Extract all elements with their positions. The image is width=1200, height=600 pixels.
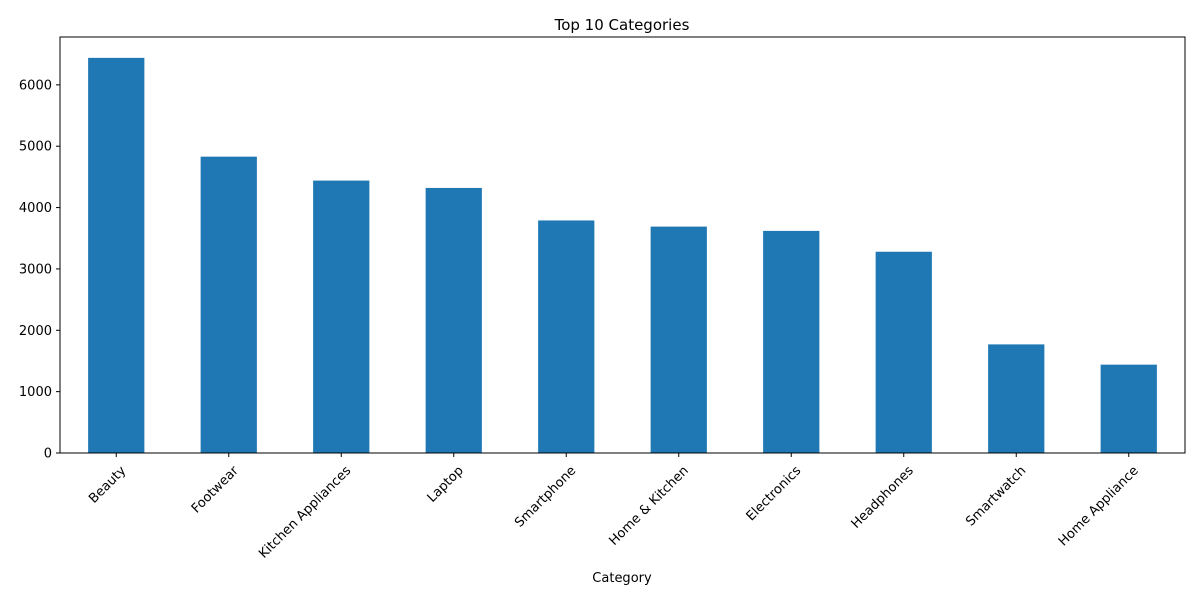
y-axis: 0 1000 2000 3000 4000 5000 6000 [19,78,60,462]
x-tick-label: Beauty [86,463,129,506]
y-tick-label: 5000 [19,140,52,155]
x-tick-label: Home & Kitchen [606,463,691,548]
bar-home-kitchen [650,226,707,453]
x-tick-label: Home Appliance [1056,463,1142,549]
bar-headphones [875,251,932,453]
x-tick-label: Laptop [425,463,467,505]
x-axis: Beauty Footwear Kitchen Appliances Laptop Sm… [86,453,1142,562]
bar-footwear [200,156,257,454]
bars-group [88,57,1157,454]
y-tick-label: 4000 [19,201,52,216]
plot-frame [59,36,1186,454]
y-tick-label: 6000 [19,78,52,93]
x-tick-label: Footwear [189,463,242,516]
y-tick-label: 1000 [19,385,52,400]
y-tick-label: 2000 [19,324,52,339]
bar-smartwatch [988,344,1045,453]
bar-kitchen-appliances [313,180,370,453]
bar-beauty [88,57,145,453]
x-tick-label: Kitchen Appliances [256,463,354,561]
bar-electronics [763,230,820,453]
x-tick-label: Smartphone [512,463,579,530]
x-tick-label: Headphones [849,463,917,531]
bar-laptop [425,187,482,453]
x-tick-label: Electronics [744,463,805,524]
chart-title: Top 10 Categories [554,16,690,34]
bar-smartphone [538,220,595,453]
x-tick-label: Smartwatch [963,463,1029,529]
x-axis-label: Category [592,571,652,586]
bar-home-appliance [1100,364,1157,453]
y-tick-label: 0 [44,447,52,462]
y-tick-label: 3000 [19,262,52,277]
